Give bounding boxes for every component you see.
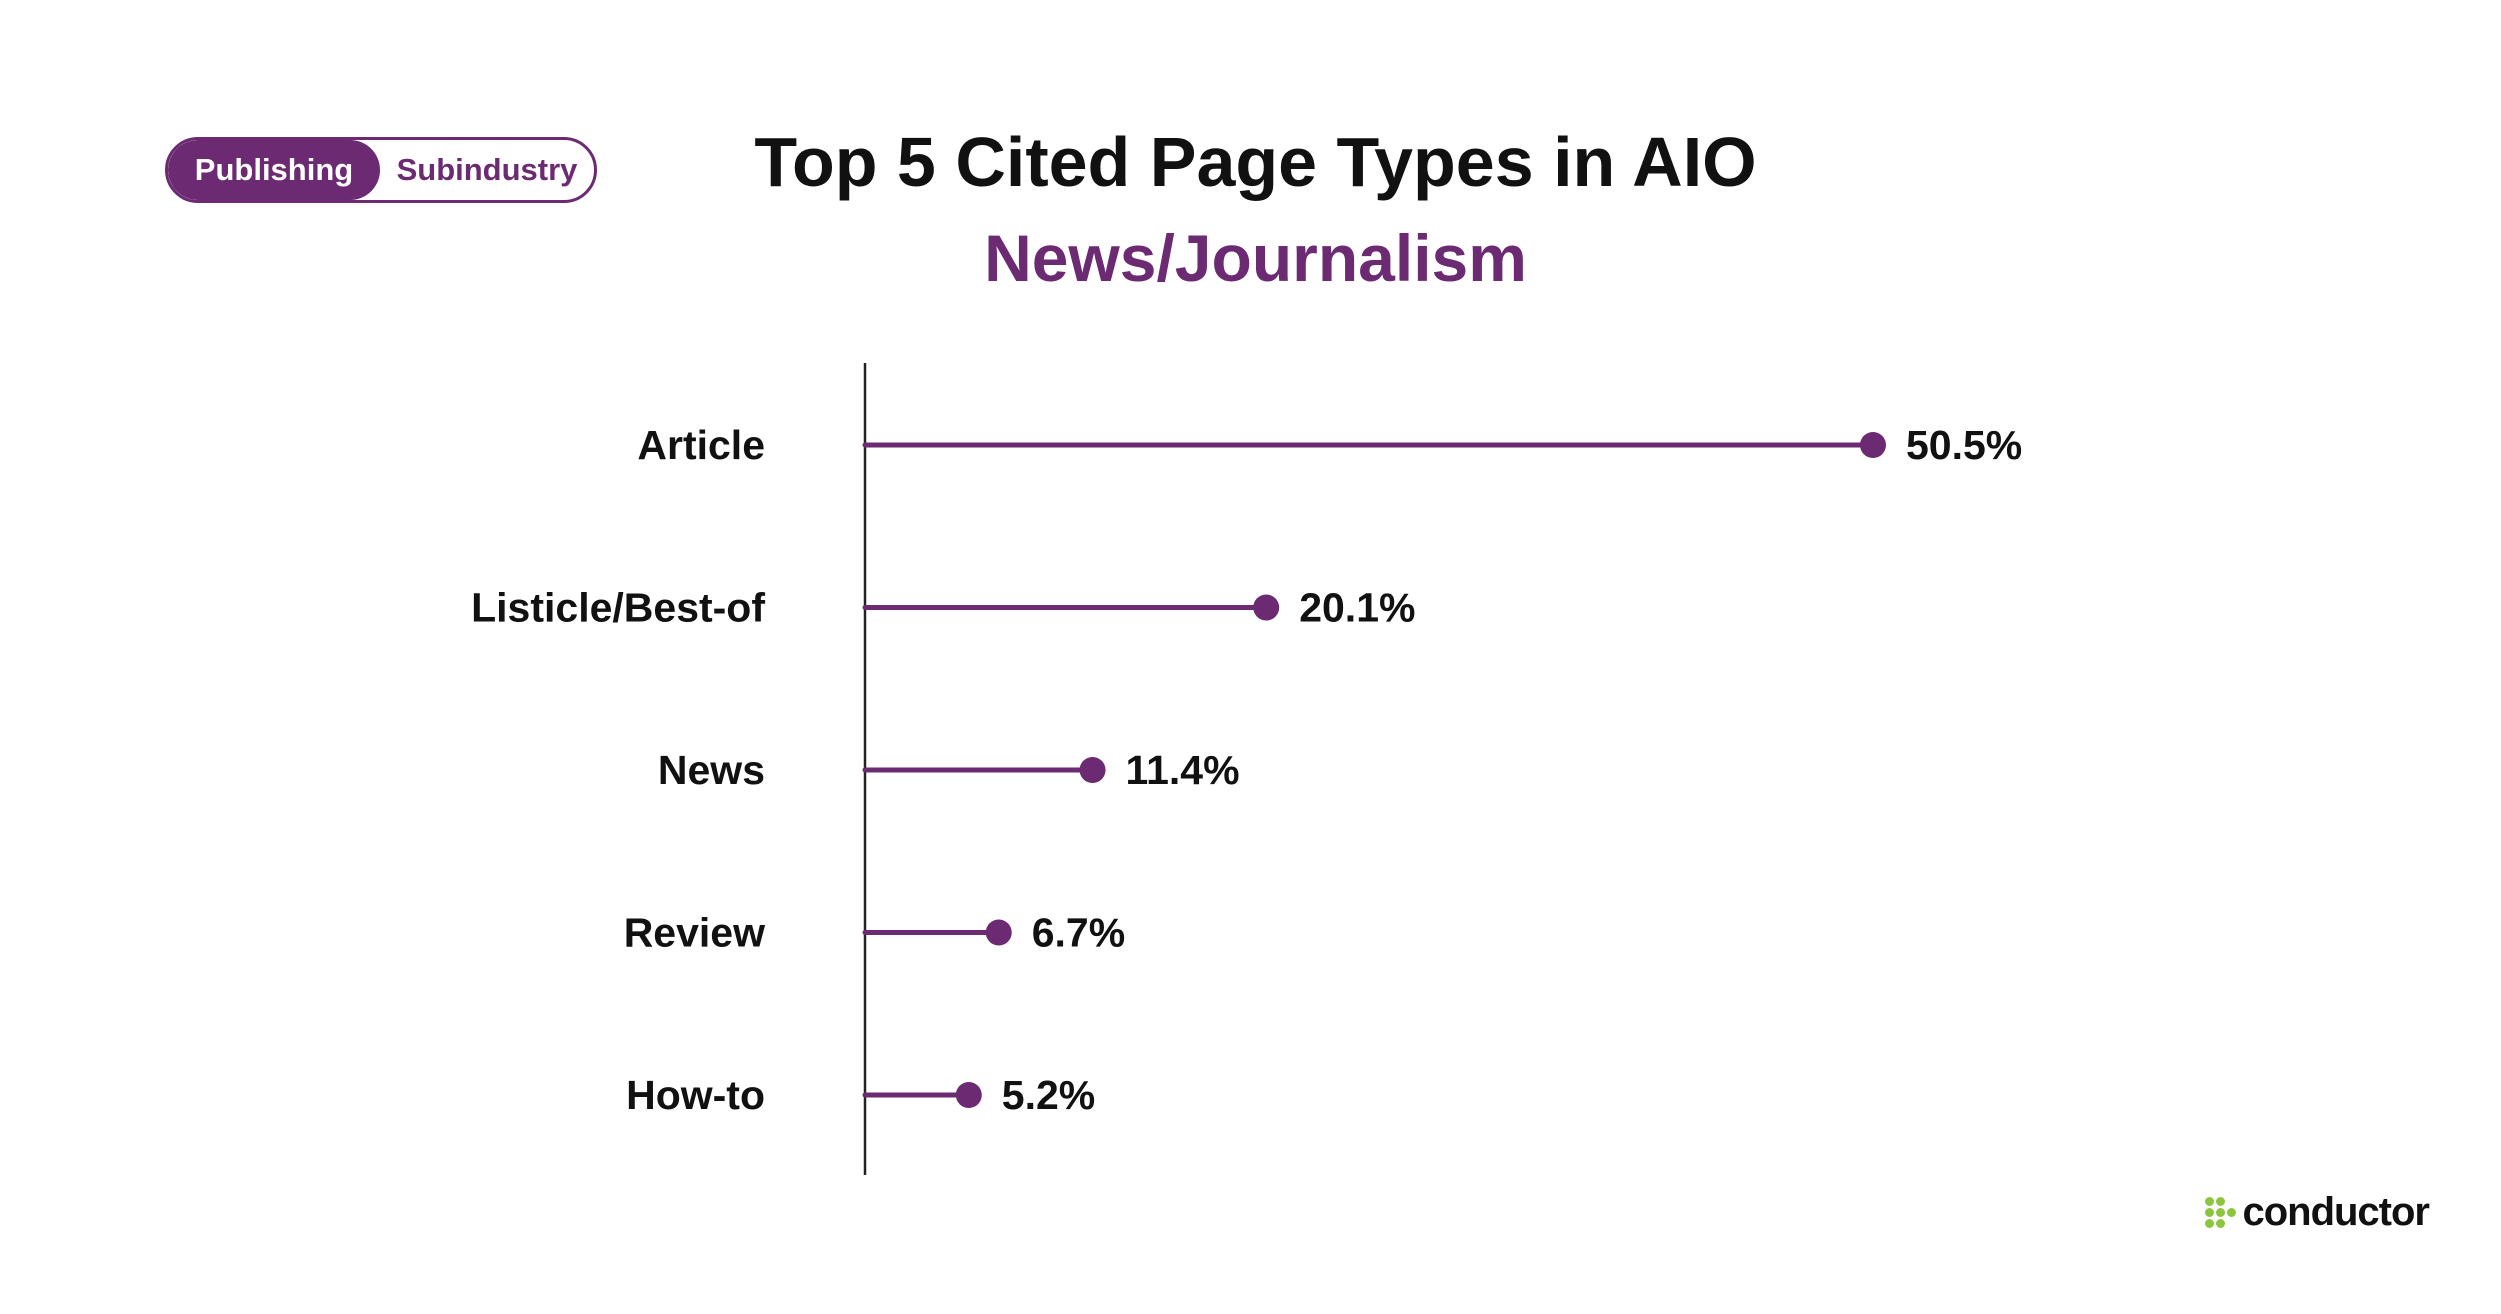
- value-label: 5.2%: [1002, 1072, 1095, 1118]
- category-label: Listicle/Best-of: [471, 585, 765, 631]
- lollipop-dot: [1079, 757, 1106, 783]
- category-label: Review: [624, 910, 765, 956]
- lollipop-dot: [985, 919, 1012, 946]
- category-label: How-to: [626, 1072, 765, 1118]
- lollipop-dot: [1253, 594, 1280, 621]
- toggle-publishing[interactable]: Publishing: [168, 140, 380, 200]
- chart-title: Top 5 Cited Page Types in AIO: [754, 123, 1757, 201]
- chart-subtitle: News/Journalism: [984, 221, 1527, 295]
- conductor-dots-icon: [2205, 1197, 2237, 1228]
- category-label: News: [658, 747, 765, 793]
- value-label: 6.7%: [1032, 910, 1125, 956]
- value-label: 20.1%: [1299, 585, 1415, 631]
- industry-toggle[interactable]: Publishing Subindustry: [165, 137, 597, 203]
- value-label: 11.4%: [1126, 747, 1240, 793]
- category-label: Article: [637, 422, 765, 468]
- lollipop-dot: [955, 1082, 982, 1108]
- toggle-subindustry[interactable]: Subindustry: [396, 152, 578, 187]
- conductor-logo: conductor: [2205, 1190, 2430, 1235]
- logo-text: conductor: [2242, 1190, 2430, 1234]
- lollipop-dot: [1860, 432, 1886, 458]
- value-label: 50.5%: [1906, 422, 2022, 468]
